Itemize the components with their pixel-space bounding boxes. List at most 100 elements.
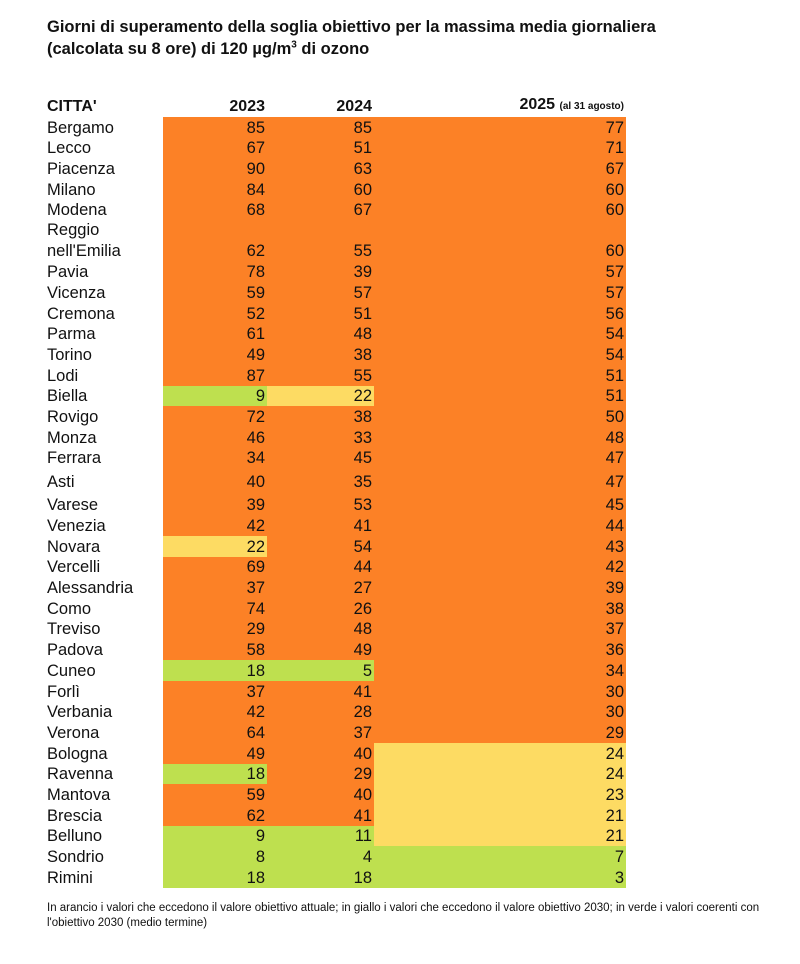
value-2023: 69 [163, 556, 267, 578]
city-name: Sondrio [47, 848, 104, 866]
value-2024: 38 [267, 344, 374, 365]
value-2024: 53 [267, 492, 374, 516]
city-name: Piacenza [47, 160, 115, 179]
value-2024: 44 [267, 556, 374, 578]
city-name: Monza [47, 428, 97, 447]
value-2025: 60 [374, 199, 626, 221]
city-name: Como [47, 599, 92, 618]
value-2024: 57 [267, 282, 374, 303]
value-2025: 48 [374, 426, 626, 448]
city-name: Modena [47, 201, 107, 220]
value-2024: 11 [267, 825, 374, 847]
value-2024: 40 [267, 784, 374, 805]
city-name: Padova [47, 641, 103, 660]
value-2025: 57 [374, 282, 626, 303]
city-name: Bergamo [47, 118, 114, 137]
value-2023: 18 [163, 867, 267, 888]
city-name: Verona [47, 723, 100, 742]
value-2023: 49 [163, 742, 267, 764]
table-row: Treviso 29 48 37 [47, 618, 626, 640]
header-2024: 2024 [336, 98, 372, 115]
title-text: di ozono [296, 40, 370, 58]
value-2025: 42 [374, 556, 626, 578]
header-2023: 2023 [229, 98, 265, 115]
city-name: Treviso [47, 620, 101, 639]
city-name: Mantova [47, 785, 111, 804]
table-row: Rimini 18 18 3 [47, 867, 626, 888]
value-2024: 22 [267, 385, 374, 407]
value-2024: 37 [267, 722, 374, 743]
value-2024: 40 [267, 742, 374, 764]
value-2024: 27 [267, 577, 374, 599]
value-2024: 38 [267, 406, 374, 427]
value-2025: 24 [374, 742, 626, 764]
value-2023: 29 [163, 618, 267, 640]
city-name: Pavia [47, 263, 89, 282]
ozone-exceedance-table: CITTA' 2023 2024 2025 (al 31 agosto) Ber… [47, 95, 626, 888]
value-2025: 23 [374, 784, 626, 805]
value-2023: 78 [163, 261, 267, 283]
city-name: Venezia [47, 517, 106, 535]
city-name: Rimini [47, 868, 93, 887]
value-2024: 63 [267, 158, 374, 180]
value-2023: 46 [163, 426, 267, 448]
legend-note: In arancio i valori che eccedono il valo… [47, 901, 760, 929]
value-2024: 55 [267, 364, 374, 386]
page-content: Giorni di superamento della soglia obiet… [47, 18, 760, 929]
value-2023: 40 [163, 468, 267, 493]
table-row: Milano 84 60 60 [47, 179, 626, 200]
title-line-1: Giorni di superamento della soglia obiet… [47, 18, 656, 36]
header-row: CITTA' 2023 2024 2025 (al 31 agosto) [47, 95, 626, 117]
value-2023: 62 [163, 804, 267, 826]
header-2025-note: (al 31 agosto) [559, 101, 624, 112]
value-2024: 4 [267, 846, 374, 867]
city-name: Cuneo [47, 661, 96, 680]
table-row: Sondrio 8 4 7 [47, 846, 626, 867]
value-2024: 28 [267, 701, 374, 723]
city-name: Forlì [47, 682, 80, 701]
value-2023: 39 [163, 492, 267, 516]
value-2024: 54 [267, 536, 374, 557]
city-name: Novara [47, 537, 101, 556]
city-name: Reggio nell'Emilia [47, 221, 121, 260]
value-2024: 45 [267, 447, 374, 469]
value-2025: 54 [374, 323, 626, 345]
table-row: Padova 58 49 36 [47, 639, 626, 661]
value-2023: 59 [163, 784, 267, 805]
city-name: Lecco [47, 139, 92, 158]
city-name: Parma [47, 325, 96, 344]
value-2023: 9 [163, 825, 267, 847]
value-2023: 34 [163, 447, 267, 469]
table-row: Modena 68 67 60 [47, 199, 626, 221]
value-2023: 68 [163, 199, 267, 221]
value-2023: 85 [163, 117, 267, 138]
table-row: Cuneo 18 5 34 [47, 660, 626, 681]
table-row: Piacenza 90 63 67 [47, 158, 626, 180]
value-2023: 87 [163, 364, 267, 386]
table-row: Verona 64 37 29 [47, 722, 626, 743]
value-2024: 18 [267, 867, 374, 888]
value-2023: 84 [163, 179, 267, 200]
value-2023: 18 [163, 660, 267, 681]
value-2025: 57 [374, 261, 626, 283]
value-2025: 45 [374, 492, 626, 516]
value-2024: 35 [267, 468, 374, 493]
value-2024: 39 [267, 261, 374, 283]
table-row: Bologna 49 40 24 [47, 742, 626, 764]
table-row: Forlì 37 41 30 [47, 680, 626, 702]
value-2024: 41 [267, 515, 374, 536]
table-row: Parma 61 48 54 [47, 323, 626, 345]
value-2025: 30 [374, 680, 626, 702]
city-name: Milano [47, 180, 96, 199]
value-2025: 51 [374, 385, 626, 407]
value-2025: 77 [374, 117, 626, 138]
value-2023: 52 [163, 302, 267, 324]
value-2025: 39 [374, 577, 626, 599]
table-row: Como 74 26 38 [47, 598, 626, 619]
value-2023: 61 [163, 323, 267, 345]
value-2023: 8 [163, 846, 267, 867]
value-2024: 51 [267, 302, 374, 324]
title-superscript: 3 [291, 39, 297, 51]
value-2025: 30 [374, 701, 626, 723]
table-row: Alessandria 37 27 39 [47, 577, 626, 599]
